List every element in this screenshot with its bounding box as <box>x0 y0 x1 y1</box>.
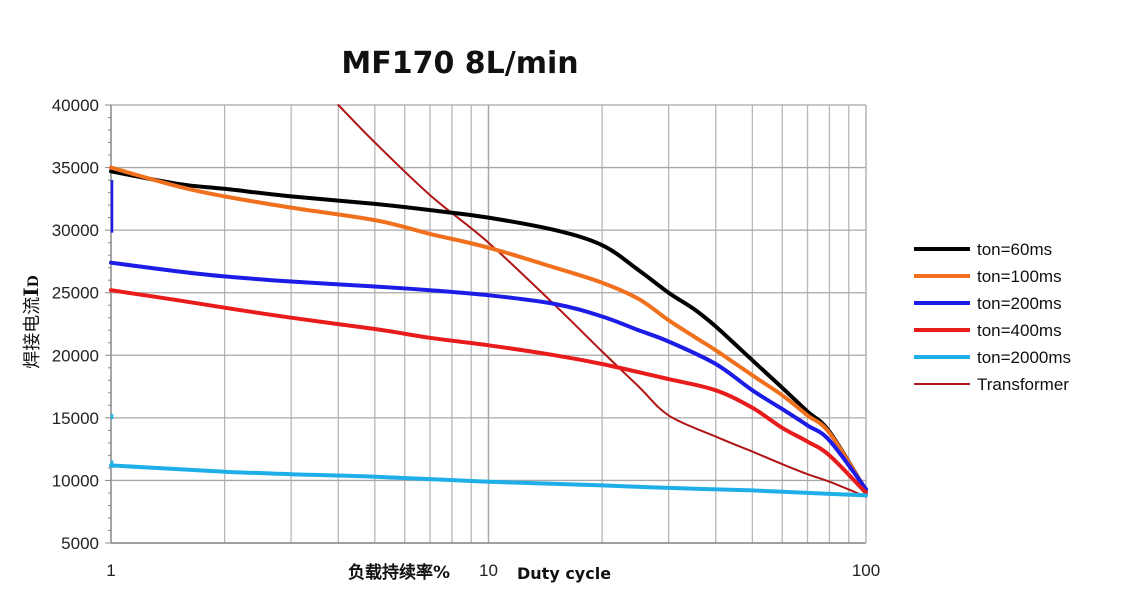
y-tick-label: 15000 <box>52 409 99 428</box>
y-tick-label: 10000 <box>52 471 99 490</box>
x-tick-label: 1 <box>106 561 115 580</box>
y-tick-label: 25000 <box>52 284 99 303</box>
y-tick-label: 35000 <box>52 159 99 178</box>
legend-label-ton-200ms: ton=200ms <box>977 294 1062 313</box>
plot-grid <box>111 104 866 544</box>
series-lines <box>109 104 868 498</box>
series-line-ton-100ms <box>109 165 868 493</box>
series-line-ton-2000ms <box>109 463 868 498</box>
legend-label-ton-400ms: ton=400ms <box>977 321 1062 340</box>
legend-label-ton-60ms: ton=60ms <box>977 240 1052 259</box>
x-tick-label: 100 <box>852 561 880 580</box>
chart-title: MF170 8L/min <box>341 46 578 81</box>
series-line-ton-60ms <box>109 169 868 493</box>
y-axis-label-symbol: I <box>19 287 43 296</box>
y-tick-label: 5000 <box>61 534 99 553</box>
y-axis-label: 焊接电流ID <box>19 275 43 369</box>
y-tick-labels: 5000 10000 15000 20000 25000 30000 35000 40000 <box>52 96 99 553</box>
x-tick-labels: 1 10 100 <box>106 561 880 580</box>
series-line-transformer <box>337 104 867 498</box>
y-axis-label-subscript: D <box>26 275 42 287</box>
y-tick-label: 20000 <box>52 346 99 365</box>
plot-axes <box>105 104 867 544</box>
svg-text:焊接电流ID: 焊接电流ID <box>19 275 43 369</box>
legend-label-ton-2000ms: ton=2000ms <box>977 348 1071 367</box>
x-axis-label-en: Duty cycle <box>517 564 611 583</box>
legend-label-transformer: Transformer <box>977 375 1069 394</box>
y-tick-label: 30000 <box>52 221 99 240</box>
chart-legend: ton=60ms ton=100ms ton=200ms ton=400ms ton=2… <box>914 240 1071 394</box>
legend-label-ton-100ms: ton=100ms <box>977 267 1062 286</box>
x-tick-label: 10 <box>479 561 498 580</box>
series-line-ton-400ms <box>109 288 868 495</box>
series-line-ton-200ms <box>109 260 868 492</box>
x-axis-label-cn: 负载持续率% <box>348 562 450 583</box>
y-tick-label: 40000 <box>52 96 99 115</box>
y-axis-label-cn: 焊接电流 <box>22 297 43 369</box>
